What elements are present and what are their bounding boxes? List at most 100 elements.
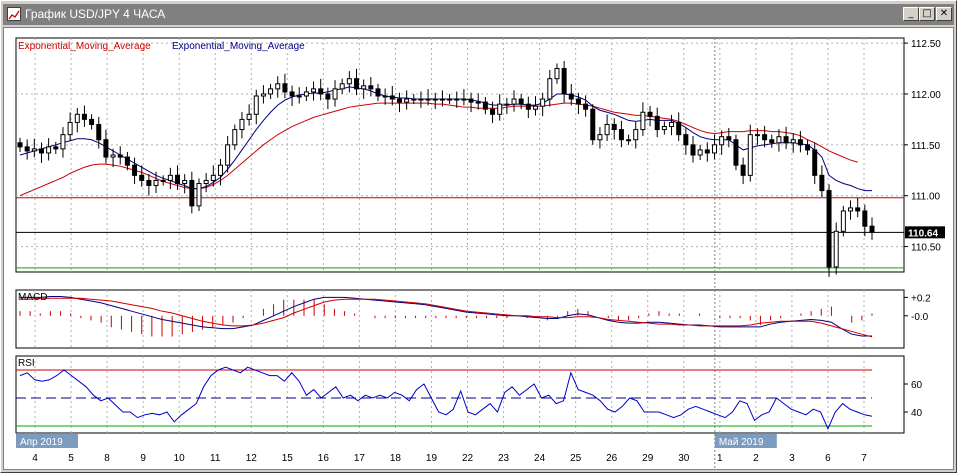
- candle-up: [303, 91, 309, 97]
- candle-down: [855, 207, 861, 212]
- rsi-line: [19, 366, 873, 431]
- candle-up: [669, 121, 675, 128]
- candle-down: [733, 139, 739, 166]
- x-tick-label: 22: [462, 453, 474, 464]
- period-label-box: [714, 434, 777, 448]
- chart-svg[interactable]: 4 5 8 9 10 11 12 15 16 17 18 19 22 23 24 25 26 29 30 1 2 3 6 7А…: [4, 28, 953, 469]
- chart-area[interactable]: 4 5 8 9 10 11 12 15 16 17 18 19 22 23 24 25 26 29 30 1 2 3 6 7 А…: [3, 27, 954, 470]
- candle-down: [575, 98, 581, 105]
- x-tick-label: 16: [318, 453, 330, 464]
- candle-up: [411, 98, 417, 101]
- y-tick-label: 60: [911, 380, 923, 391]
- candle-down: [38, 148, 44, 154]
- candle-down: [318, 88, 324, 95]
- candle-up: [597, 134, 603, 141]
- x-tick-label: 8: [104, 453, 110, 464]
- candle-down: [762, 134, 768, 141]
- macd-panel-frame: [15, 289, 905, 349]
- macd-title: MACD: [18, 292, 47, 303]
- maximize-button[interactable]: □: [919, 7, 935, 21]
- candle-up: [661, 126, 667, 131]
- candle-down: [826, 190, 832, 268]
- candle-down: [468, 98, 474, 103]
- candle-up: [497, 103, 503, 115]
- x-tick-label: 10: [174, 453, 186, 464]
- x-tick-label: 9: [140, 453, 146, 464]
- candle-down: [583, 103, 589, 110]
- candle-down: [618, 129, 624, 141]
- candle-down: [289, 91, 295, 97]
- candle-up: [153, 179, 159, 187]
- candle-down: [282, 83, 288, 93]
- candle-up: [232, 129, 238, 146]
- candle-up: [404, 98, 410, 103]
- candle-up: [361, 85, 367, 90]
- candle-up: [754, 134, 760, 137]
- candle-down: [24, 146, 30, 152]
- candle-up: [532, 105, 538, 110]
- candle-down: [769, 139, 775, 144]
- candle-up: [67, 121, 73, 136]
- x-tick-label: 15: [282, 453, 294, 464]
- legend-entry: Exponential_Moving_Average: [18, 41, 151, 52]
- candle-up: [160, 179, 166, 182]
- macd-signal-line: [20, 297, 873, 338]
- candle-up: [296, 95, 302, 98]
- candle-down: [783, 136, 789, 144]
- candle-up: [747, 134, 753, 176]
- close-button[interactable]: ✕: [936, 7, 952, 21]
- candle-up: [253, 95, 259, 115]
- candle-down: [525, 103, 531, 110]
- y-tick-label: 40: [911, 408, 923, 419]
- candle-up: [504, 103, 510, 106]
- candle-up: [382, 95, 388, 98]
- candle-down: [561, 68, 567, 95]
- minimize-button[interactable]: _: [903, 7, 919, 21]
- candle-down: [17, 142, 23, 148]
- x-tick-label: 30: [678, 453, 690, 464]
- candle-down: [805, 144, 811, 151]
- macd-main-line: [20, 295, 872, 337]
- x-tick-label: 12: [246, 453, 258, 464]
- candle-down: [354, 78, 360, 90]
- candle-down: [683, 134, 689, 146]
- x-tick-label: 19: [426, 453, 438, 464]
- candle-up: [311, 88, 317, 93]
- candle-up: [31, 148, 37, 152]
- candle-up: [418, 98, 424, 101]
- candle-up: [547, 78, 553, 100]
- title-bar[interactable]: График USD/JPY 4 ЧАСА _ □ ✕: [3, 4, 954, 25]
- x-tick-label: 24: [534, 453, 546, 464]
- candle-up: [626, 139, 632, 142]
- candle-up: [275, 83, 281, 90]
- candle-down: [389, 95, 395, 100]
- x-tick-label: 4: [32, 453, 38, 464]
- candle-down: [611, 123, 617, 131]
- candle-down: [812, 149, 818, 176]
- x-tick-label: 26: [606, 453, 618, 464]
- chart-window-icon: [7, 7, 21, 21]
- ema-slow-line: [19, 102, 858, 197]
- candle-up: [454, 98, 460, 101]
- candle-up: [167, 174, 173, 181]
- candle-up: [46, 146, 52, 154]
- candle-up: [640, 111, 646, 131]
- window-title: График USD/JPY 4 ЧАСА: [25, 7, 166, 21]
- x-tick-label: 7: [861, 453, 867, 464]
- candle-up: [511, 98, 517, 105]
- ema-fast-line: [19, 86, 872, 192]
- candle-up: [260, 93, 266, 97]
- candle-up: [268, 88, 274, 95]
- candle-up: [719, 136, 725, 146]
- candle-down: [690, 144, 696, 156]
- candle-down: [96, 123, 102, 141]
- candle-up: [225, 144, 231, 166]
- candle-up: [848, 207, 854, 212]
- candle-down: [647, 111, 653, 117]
- rsi-title: RSI: [18, 358, 35, 369]
- x-tick-label: 2: [753, 453, 759, 464]
- x-tick-label: 5: [68, 453, 74, 464]
- candle-up: [217, 164, 223, 176]
- candle-down: [117, 154, 123, 158]
